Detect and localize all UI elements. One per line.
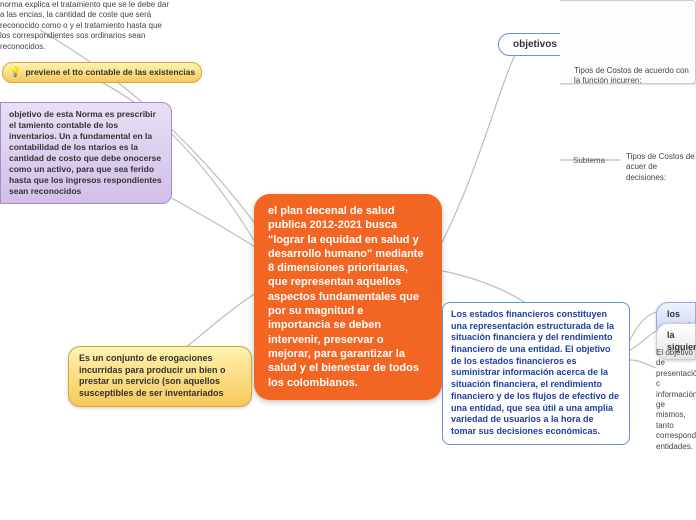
tipos-costos-funcion-text: Tipos de Costos de acuerdo con la funció… [574, 66, 696, 87]
previene-tag[interactable]: 💡 previene el tto contable de las existe… [2, 62, 202, 83]
estados-financieros-box[interactable]: Los estados financieros constituyen una … [442, 302, 630, 445]
erogaciones-box[interactable]: Es un conjunto de erogaciones incurridas… [68, 346, 252, 407]
norma-description-text: norma explica el tratamiento que se le d… [0, 0, 172, 52]
lightbulb-icon: 💡 [9, 66, 21, 79]
objetivo-presentacion-text: El objetivo de presentación c informació… [656, 348, 696, 452]
tipos-costos-decisiones-text: Tipos de Costos de acuer de decisiones: [626, 152, 696, 183]
central-topic[interactable]: el plan decenal de salud publica 2012-20… [254, 194, 442, 400]
previene-tag-label: previene el tto contable de las existenc… [25, 67, 195, 78]
objetivo-norma-box[interactable]: objetivo de esta Norma es prescribir el … [0, 102, 172, 204]
subtema-label: Subtema [573, 156, 605, 166]
